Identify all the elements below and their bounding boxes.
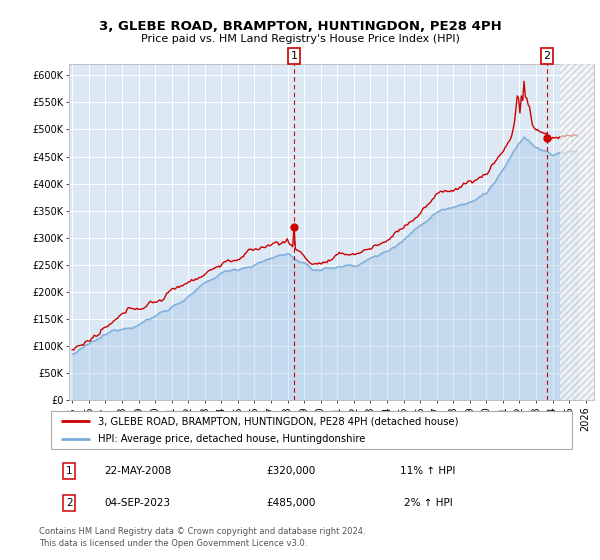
Text: 3, GLEBE ROAD, BRAMPTON, HUNTINGDON, PE28 4PH: 3, GLEBE ROAD, BRAMPTON, HUNTINGDON, PE2… [98, 20, 502, 34]
Text: £485,000: £485,000 [266, 498, 316, 508]
Text: 2: 2 [544, 52, 551, 61]
Text: Contains HM Land Registry data © Crown copyright and database right 2024.: Contains HM Land Registry data © Crown c… [39, 528, 365, 536]
Text: 1: 1 [66, 466, 73, 476]
Text: 04-SEP-2023: 04-SEP-2023 [104, 498, 171, 508]
Text: 11% ↑ HPI: 11% ↑ HPI [400, 466, 456, 476]
Text: 3, GLEBE ROAD, BRAMPTON, HUNTINGDON, PE28 4PH (detached house): 3, GLEBE ROAD, BRAMPTON, HUNTINGDON, PE2… [98, 417, 458, 426]
FancyBboxPatch shape [50, 411, 572, 449]
Text: Price paid vs. HM Land Registry's House Price Index (HPI): Price paid vs. HM Land Registry's House … [140, 34, 460, 44]
Text: HPI: Average price, detached house, Huntingdonshire: HPI: Average price, detached house, Hunt… [98, 434, 365, 444]
Text: £320,000: £320,000 [266, 466, 316, 476]
Text: 22-MAY-2008: 22-MAY-2008 [104, 466, 172, 476]
Text: 2% ↑ HPI: 2% ↑ HPI [404, 498, 452, 508]
Text: 2: 2 [66, 498, 73, 508]
Text: 1: 1 [290, 52, 298, 61]
Polygon shape [560, 64, 594, 400]
Text: This data is licensed under the Open Government Licence v3.0.: This data is licensed under the Open Gov… [39, 539, 307, 548]
